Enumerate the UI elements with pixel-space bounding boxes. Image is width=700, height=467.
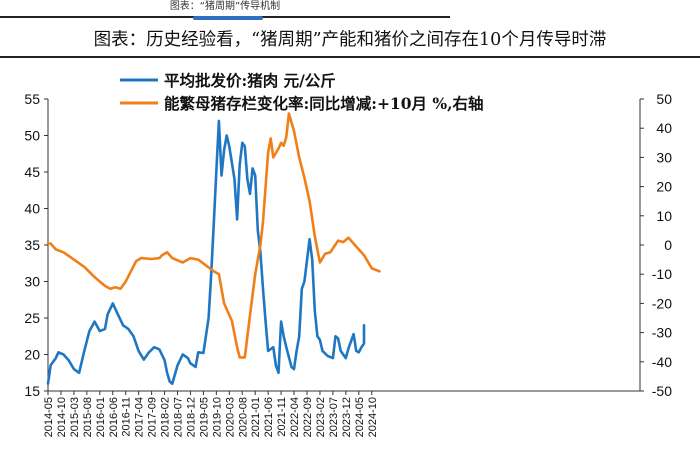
y-left-tick-label: 25 xyxy=(24,310,40,326)
x-tick-label: 2018-07 xyxy=(173,397,185,437)
x-tick-label: 2017-09 xyxy=(147,397,159,437)
y-right-tick-label: 40 xyxy=(656,120,672,136)
x-tick-label: 2021-11 xyxy=(276,397,288,437)
title-rule xyxy=(0,56,700,58)
x-tick-label: 2016-06 xyxy=(108,397,120,437)
x-tick-label: 2020-03 xyxy=(224,397,236,437)
y-left-tick-label: 15 xyxy=(24,383,40,399)
figure-tag: 图表：“猪周期”传导机制 xyxy=(169,1,281,12)
tag-accent-bar xyxy=(193,16,263,20)
x-tick-label: 2018-12 xyxy=(185,397,197,437)
x-tick-label: 2022-04 xyxy=(289,397,301,437)
y-right-tick-label: -20 xyxy=(652,295,672,311)
y-right-tick-label: 0 xyxy=(664,237,672,253)
series-line-1 xyxy=(46,119,366,386)
y-right-tick-label: 30 xyxy=(656,149,672,165)
y-left-tick-label: 35 xyxy=(24,237,40,253)
x-tick-label: 2024-05 xyxy=(354,397,366,437)
y-left-tick-label: 45 xyxy=(24,164,40,180)
y-right-tick-label: -50 xyxy=(652,383,672,399)
x-tick-label: 2014-10 xyxy=(56,397,68,437)
chart-title: 图表：历史经验看，“猪周期”产能和猪价之间存在10个月传导时滞 xyxy=(93,30,607,50)
legend-label-2: 能繁母猪存栏变化率:同比增减:+10月 %,右轴 xyxy=(164,94,484,113)
y-left-tick-label: 30 xyxy=(24,274,40,290)
x-tick-label: 2021-01 xyxy=(250,397,262,437)
y-right-tick-label: 50 xyxy=(656,91,672,107)
x-tick-label: 2020-08 xyxy=(237,397,249,437)
x-tick-label: 2021-06 xyxy=(263,397,275,437)
y-left-tick-label: 50 xyxy=(24,128,40,144)
y-left-tick-label: 20 xyxy=(24,347,40,363)
y-left-tick-label: 55 xyxy=(24,91,40,107)
x-tick-label: 2024-10 xyxy=(367,397,379,437)
x-tick-label: 2019-05 xyxy=(198,397,210,437)
x-tick-label: 2018-02 xyxy=(160,397,172,437)
y-right-tick-label: 10 xyxy=(656,208,672,224)
y-right-tick-label: -30 xyxy=(652,325,672,341)
x-tick-label: 2023-07 xyxy=(328,397,340,437)
x-tick-label: 2015-08 xyxy=(82,397,94,437)
plot-layer xyxy=(46,112,381,386)
axes-layer: 15 20 25 30 35 40 45 50 55 -50 -40 -30 -20 -10 0 10 20 30… xyxy=(24,91,672,437)
x-tick-label: 2023-02 xyxy=(315,397,327,437)
series-line-2 xyxy=(46,112,381,359)
y-right-tick-label: -10 xyxy=(652,266,672,282)
x-tick-label: 2014-05 xyxy=(43,397,55,437)
y-right-tick-label: 20 xyxy=(656,179,672,195)
x-tick-label: 2016-01 xyxy=(95,397,107,437)
x-tick-label: 2019-10 xyxy=(211,397,223,437)
y-left-tick-label: 40 xyxy=(24,201,40,217)
y-right-tick-label: -40 xyxy=(652,354,672,370)
x-tick-label: 2015-03 xyxy=(69,397,81,437)
x-tick-label: 2016-11 xyxy=(121,397,133,437)
x-tick-label: 2017-04 xyxy=(134,397,146,437)
x-tick-label: 2022-09 xyxy=(302,397,314,437)
legend-label-1: 平均批发价:猪肉 元/公斤 xyxy=(164,71,336,90)
x-tick-label: 2023-12 xyxy=(341,397,353,437)
